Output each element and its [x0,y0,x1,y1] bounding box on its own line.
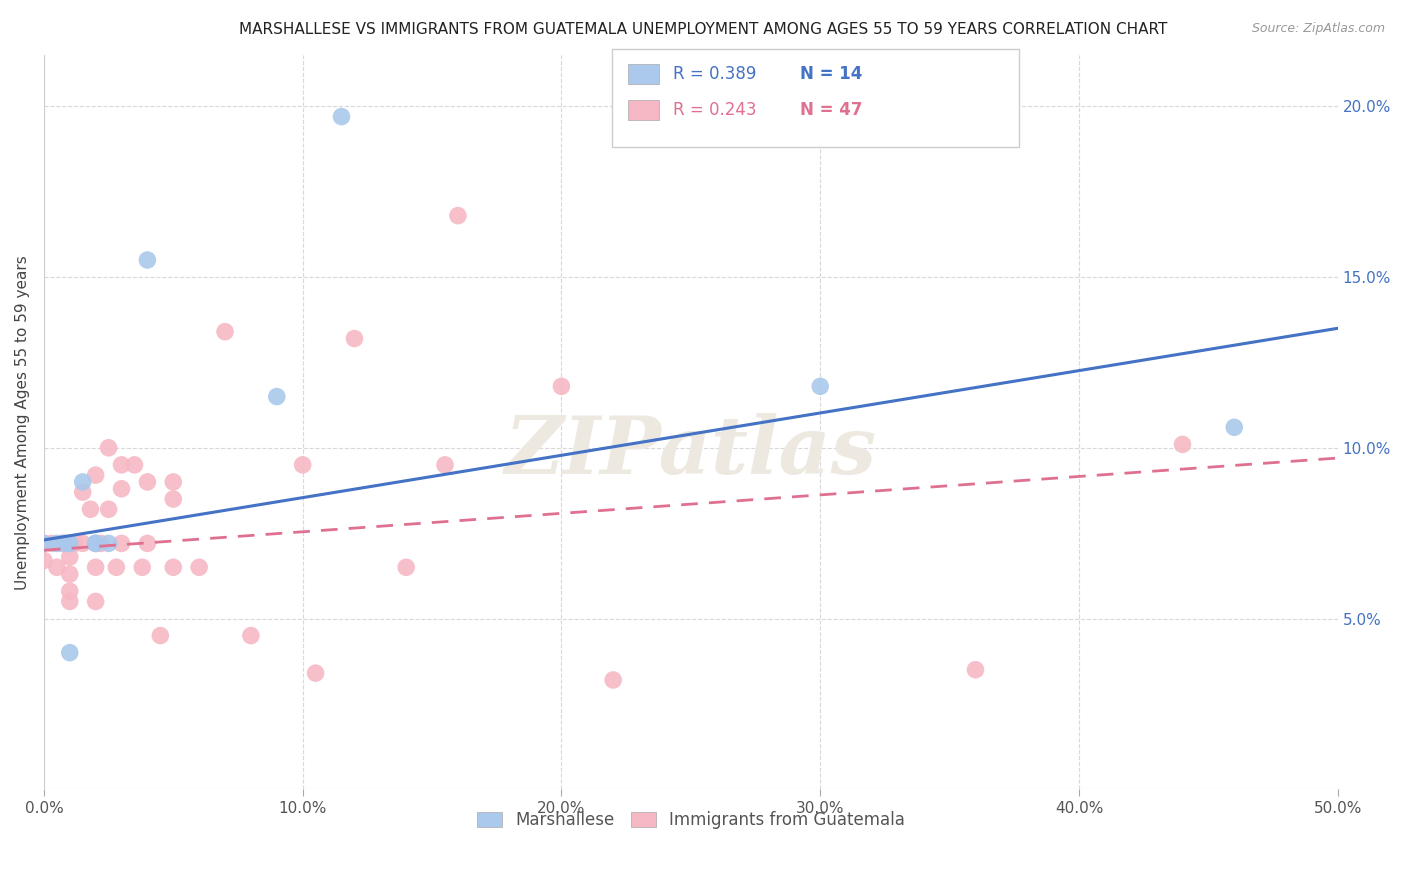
Point [131,560,153,574]
Text: MARSHALLESE VS IMMIGRANTS FROM GUATEMALA UNEMPLOYMENT AMONG AGES 55 TO 59 YEARS : MARSHALLESE VS IMMIGRANTS FROM GUATEMALA… [239,22,1167,37]
Point [602,673,624,687]
Point [965,663,987,677]
Point [162,475,184,489]
Point [84,594,107,608]
Point [1223,420,1246,434]
Point [79,502,101,516]
Point [45,536,67,550]
Text: N = 47: N = 47 [800,101,862,119]
Point [84,560,107,574]
Text: Source: ZipAtlas.com: Source: ZipAtlas.com [1251,22,1385,36]
Point [433,458,456,472]
Point [72,485,94,500]
Point [63,536,86,550]
Point [343,332,366,346]
Point [188,560,211,574]
Point [291,458,314,472]
Point [32,536,55,550]
Point [53,536,76,550]
Point [59,584,82,599]
Point [32,553,55,567]
Point [32,536,55,550]
Point [59,549,82,564]
Point [45,560,67,574]
Point [162,491,184,506]
Point [97,536,120,550]
Text: R = 0.389: R = 0.389 [673,65,756,83]
Legend: Marshallese, Immigrants from Guatemala: Marshallese, Immigrants from Guatemala [470,805,911,836]
Point [149,629,172,643]
Point [136,252,159,267]
Point [214,325,236,339]
Point [84,536,107,550]
Point [239,629,262,643]
Point [136,536,159,550]
Point [550,379,572,393]
Point [72,536,94,550]
Point [97,441,120,455]
Point [304,666,326,681]
Point [59,536,82,550]
Point [1171,437,1194,451]
Text: R = 0.243: R = 0.243 [673,101,756,119]
Point [395,560,418,574]
Point [124,458,146,472]
Point [51,536,73,550]
Point [97,502,120,516]
Point [110,536,132,550]
Text: ZIPatlas: ZIPatlas [505,413,877,491]
Point [808,379,831,393]
Point [136,475,159,489]
Point [266,390,288,404]
Point [84,536,107,550]
Point [110,458,132,472]
Point [105,560,128,574]
Point [53,536,76,550]
Point [110,482,132,496]
Point [59,536,82,550]
Point [447,209,470,223]
Point [84,536,107,550]
Y-axis label: Unemployment Among Ages 55 to 59 years: Unemployment Among Ages 55 to 59 years [15,255,30,590]
Point [41,536,63,550]
Point [162,560,184,574]
Point [72,475,94,489]
Point [59,567,82,582]
Point [59,646,82,660]
Text: N = 14: N = 14 [800,65,862,83]
Point [59,594,82,608]
Point [84,468,107,483]
Point [90,536,112,550]
Point [330,110,353,124]
